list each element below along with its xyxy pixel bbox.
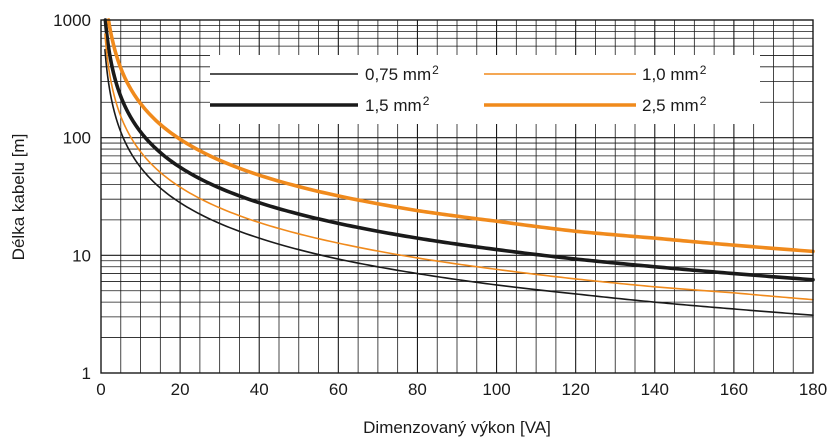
y-tick-label: 1000 xyxy=(53,11,91,30)
series-line-3 xyxy=(103,18,815,282)
series-layer xyxy=(103,18,815,316)
legend-box xyxy=(210,55,760,124)
legend-label: 1,5 mm2 xyxy=(365,94,430,115)
x-tick-label: 60 xyxy=(329,380,348,399)
x-tick-label: 0 xyxy=(96,380,105,399)
legend-label: 0,75 mm2 xyxy=(365,63,439,84)
y-tick-label: 100 xyxy=(63,129,91,148)
legend: 0,75 mm2 1,0 mm2 1,5 mm2 2,5 mm2 xyxy=(210,55,760,124)
x-tick-label: 40 xyxy=(250,380,269,399)
series-line-1 xyxy=(104,48,814,316)
plot-frame xyxy=(100,19,814,374)
y-tick-label: 1 xyxy=(82,364,91,383)
x-tick-label: 20 xyxy=(171,380,190,399)
tick-labels: 0 20 40 60 80 100 120 140 160 180 1 10 100 1000 xyxy=(53,11,827,399)
x-tick-label: 100 xyxy=(482,380,510,399)
x-axis-title: Dimenzovaný výkon [VA] xyxy=(363,418,551,437)
y-axis-title: Délka kabelu [m] xyxy=(9,134,28,261)
series-line-4 xyxy=(106,18,815,254)
y-tick-label: 10 xyxy=(72,246,91,265)
legend-label: 1,0 mm2 xyxy=(642,63,707,84)
x-tick-label: 160 xyxy=(720,380,748,399)
x-tick-label: 140 xyxy=(641,380,669,399)
x-tick-label: 80 xyxy=(408,380,427,399)
legend-label: 2,5 mm2 xyxy=(642,94,707,115)
x-tick-label: 180 xyxy=(799,380,827,399)
series-line-2 xyxy=(104,33,814,301)
x-tick-label: 120 xyxy=(561,380,589,399)
